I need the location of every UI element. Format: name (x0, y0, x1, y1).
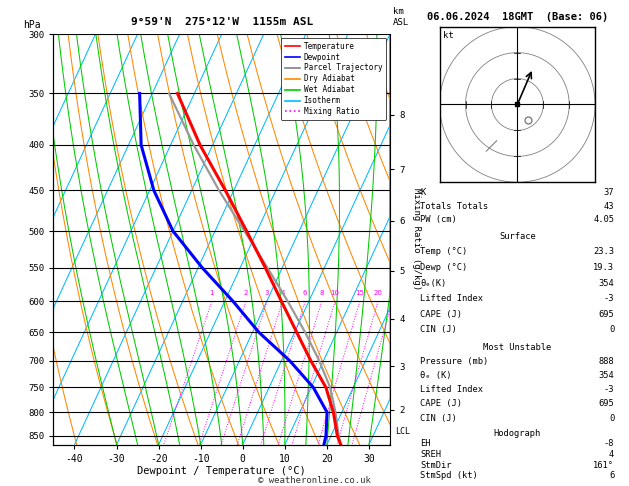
Text: © weatheronline.co.uk: © weatheronline.co.uk (258, 476, 371, 485)
Text: EH: EH (420, 439, 431, 448)
Text: 0: 0 (609, 414, 615, 423)
Text: 3: 3 (265, 291, 269, 296)
Text: 1: 1 (209, 291, 214, 296)
Text: 888: 888 (599, 357, 615, 366)
Text: Lifted Index: Lifted Index (420, 385, 484, 394)
Text: 4: 4 (609, 450, 615, 459)
Text: 23.3: 23.3 (593, 247, 615, 256)
Text: Totals Totals: Totals Totals (420, 202, 489, 210)
Text: 354: 354 (599, 278, 615, 288)
Text: Pressure (mb): Pressure (mb) (420, 357, 489, 366)
Text: CAPE (J): CAPE (J) (420, 310, 462, 319)
Text: Surface: Surface (499, 232, 536, 241)
Text: Dewp (°C): Dewp (°C) (420, 263, 468, 272)
Text: 161°: 161° (593, 461, 615, 469)
Text: 37: 37 (604, 188, 615, 197)
Text: 695: 695 (599, 399, 615, 409)
Text: Hodograph: Hodograph (494, 429, 541, 437)
Text: 6: 6 (609, 471, 615, 480)
Text: K: K (420, 188, 426, 197)
Text: θₑ (K): θₑ (K) (420, 371, 452, 380)
Text: -3: -3 (604, 385, 615, 394)
Text: CIN (J): CIN (J) (420, 414, 457, 423)
Text: Temp (°C): Temp (°C) (420, 247, 468, 256)
Y-axis label: Mixing Ratio (g/kg): Mixing Ratio (g/kg) (412, 188, 421, 291)
Text: 10: 10 (330, 291, 340, 296)
Text: 4: 4 (281, 291, 285, 296)
Text: km
ASL: km ASL (393, 7, 409, 27)
Text: kt: kt (443, 32, 454, 40)
Text: 8: 8 (320, 291, 324, 296)
Text: 6: 6 (303, 291, 308, 296)
Text: 06.06.2024  18GMT  (Base: 06): 06.06.2024 18GMT (Base: 06) (426, 12, 608, 22)
Text: PW (cm): PW (cm) (420, 215, 457, 224)
Legend: Temperature, Dewpoint, Parcel Trajectory, Dry Adiabat, Wet Adiabat, Isotherm, Mi: Temperature, Dewpoint, Parcel Trajectory… (281, 38, 386, 120)
Text: CIN (J): CIN (J) (420, 326, 457, 334)
Text: Lifted Index: Lifted Index (420, 294, 484, 303)
Text: 20: 20 (374, 291, 382, 296)
Text: Most Unstable: Most Unstable (483, 343, 552, 352)
Text: 43: 43 (604, 202, 615, 210)
Text: 2: 2 (243, 291, 248, 296)
Text: StmSpd (kt): StmSpd (kt) (420, 471, 478, 480)
Text: hPa: hPa (23, 20, 41, 30)
Text: SREH: SREH (420, 450, 442, 459)
Text: θₑ(K): θₑ(K) (420, 278, 447, 288)
Text: -8: -8 (604, 439, 615, 448)
Text: StmDir: StmDir (420, 461, 452, 469)
X-axis label: Dewpoint / Temperature (°C): Dewpoint / Temperature (°C) (137, 467, 306, 476)
Text: 354: 354 (599, 371, 615, 380)
Text: 15: 15 (355, 291, 364, 296)
Text: 0: 0 (609, 326, 615, 334)
Text: CAPE (J): CAPE (J) (420, 399, 462, 409)
Text: 9°59'N  275°12'W  1155m ASL: 9°59'N 275°12'W 1155m ASL (131, 17, 313, 27)
Text: LCL: LCL (396, 427, 411, 435)
Text: 695: 695 (599, 310, 615, 319)
Text: 19.3: 19.3 (593, 263, 615, 272)
Text: 4.05: 4.05 (593, 215, 615, 224)
Text: -3: -3 (604, 294, 615, 303)
